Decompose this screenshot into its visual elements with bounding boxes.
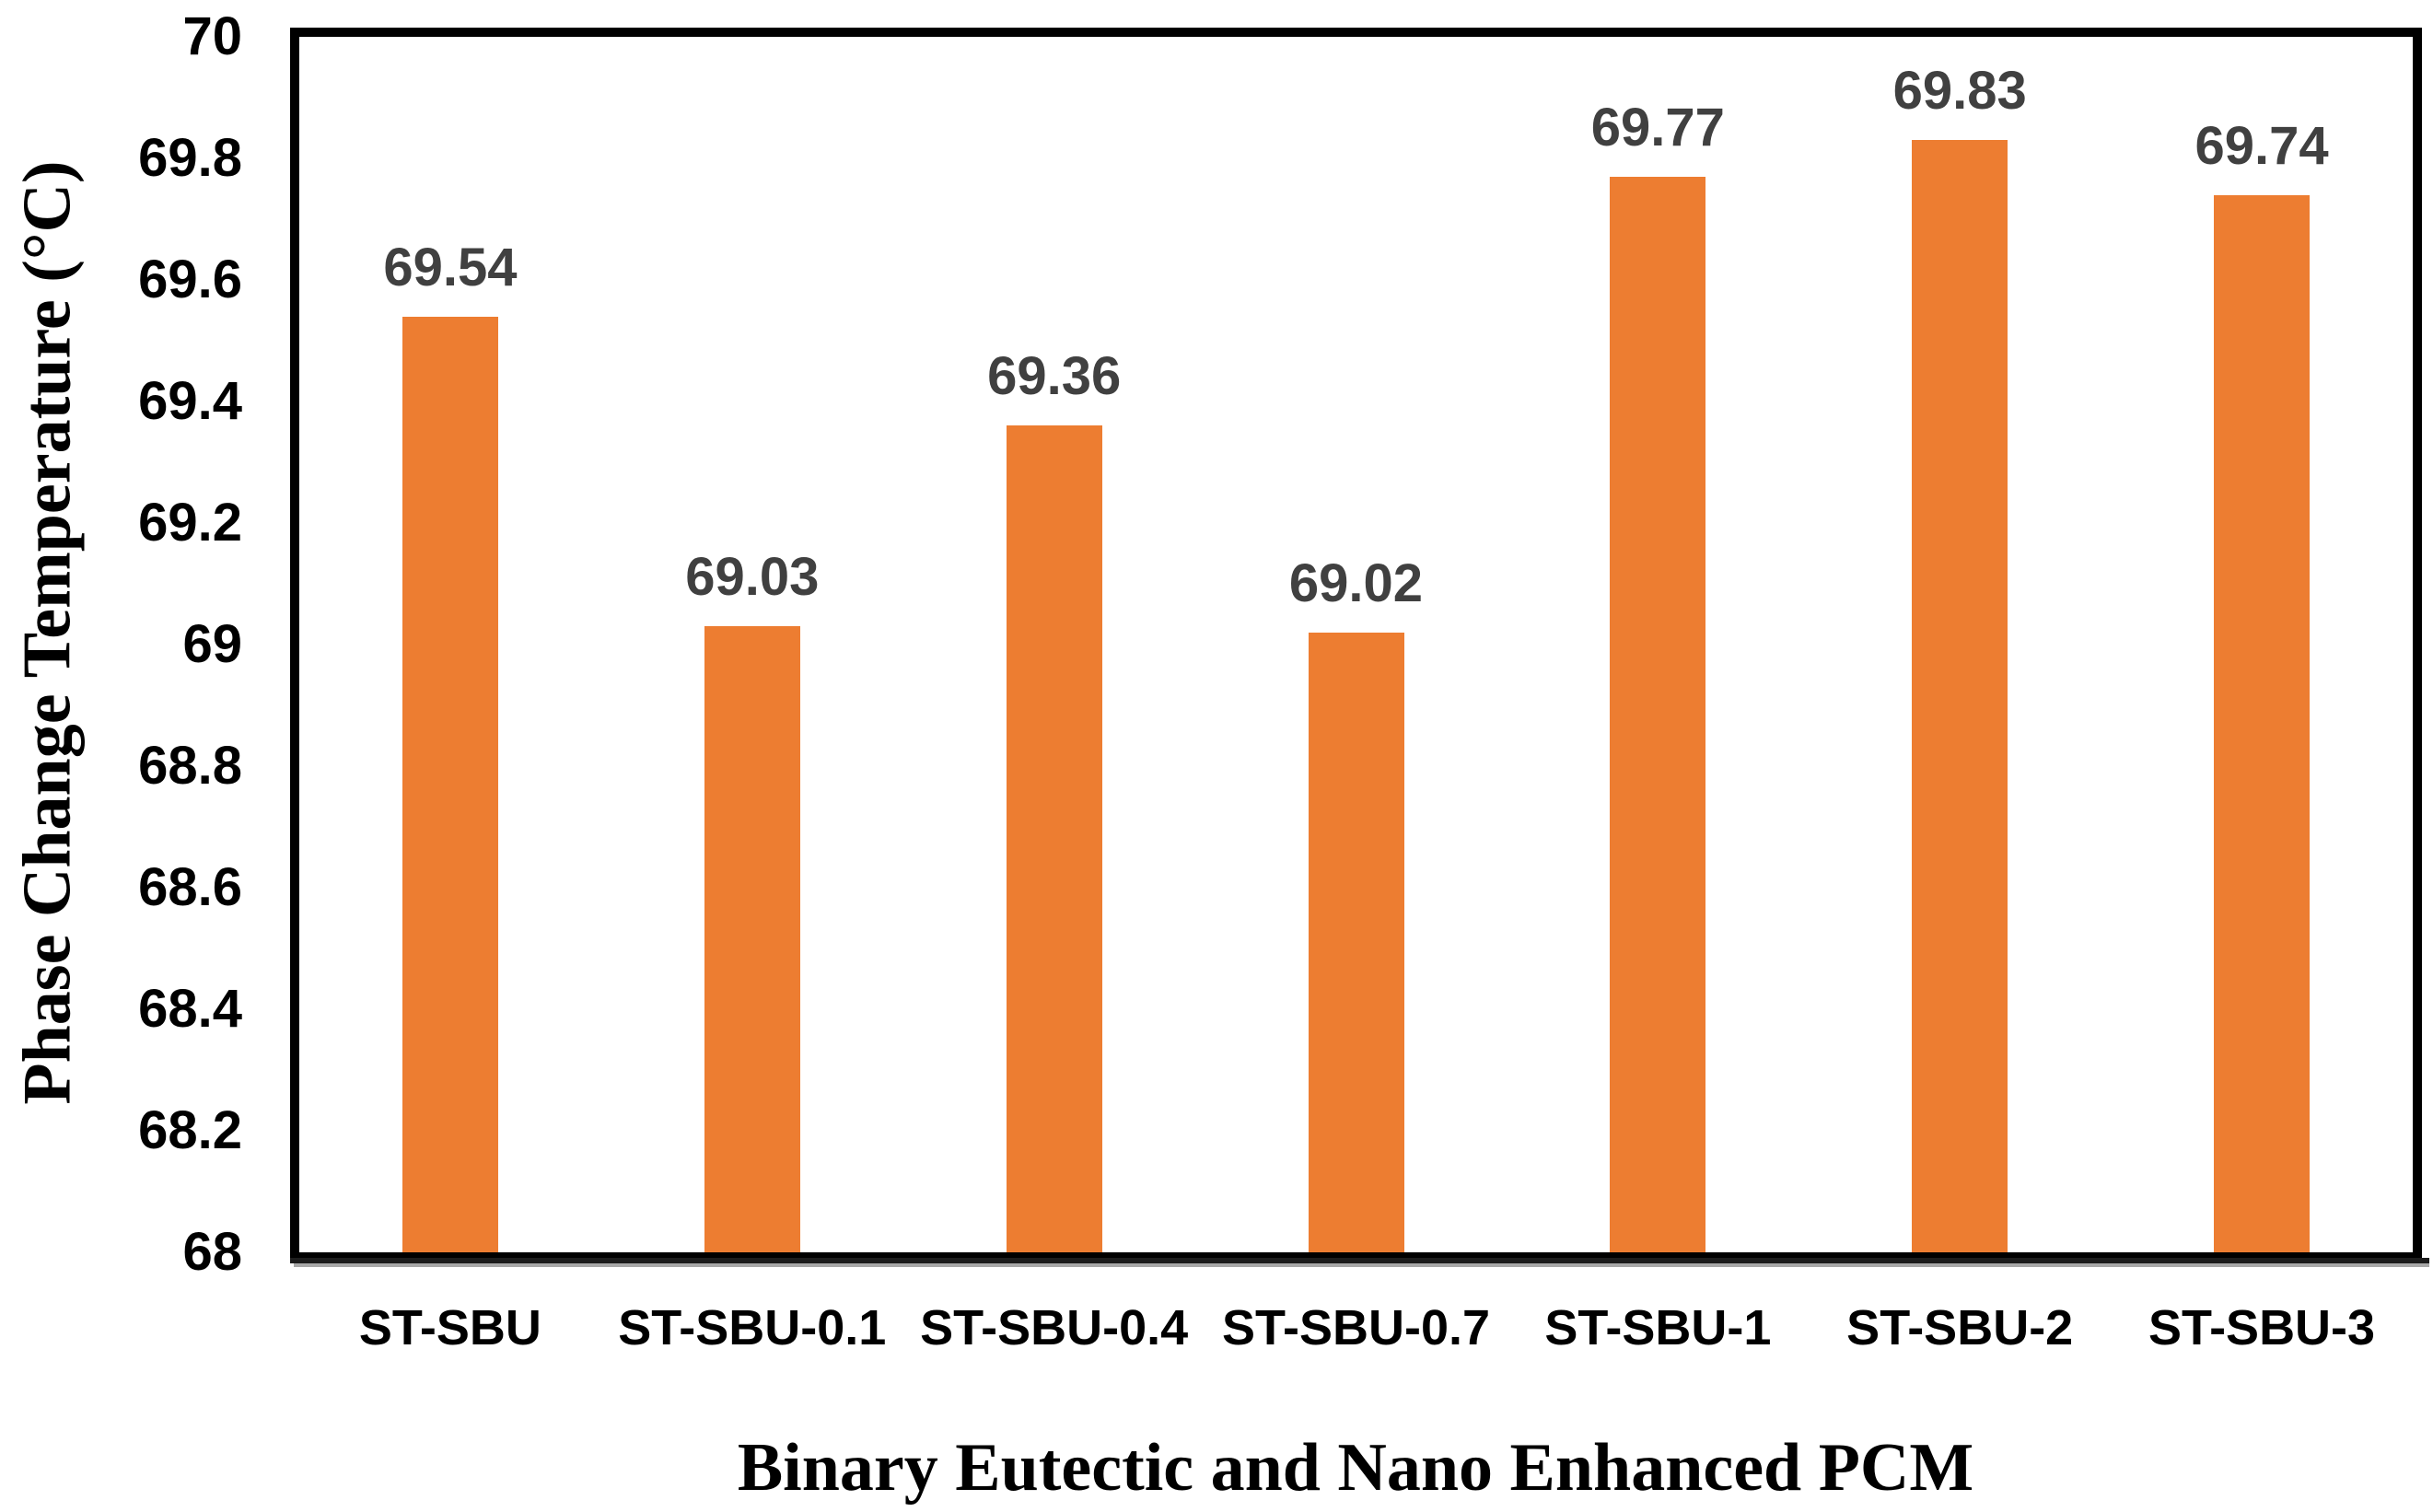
bar-ST-SBU-2 [1912,140,2008,1252]
bar-ST-SBU-3 [2214,194,2311,1252]
category-label-ST-SBU: ST-SBU [358,1300,541,1355]
value-label-ST-SBU-3: 69.74 [2194,115,2329,176]
category-label-ST-SBU-0.1: ST-SBU-0.1 [618,1300,887,1355]
y-tick-68.6: 68.6 [138,857,242,917]
y-tick-68.2: 68.2 [138,1100,242,1160]
x-axis-title: Binary Eutectic and Nano Enhanced PCM [737,1430,1974,1506]
y-tick-68.8: 68.8 [138,736,242,796]
value-label-ST-SBU-1: 69.77 [1590,97,1725,157]
value-label-ST-SBU-2: 69.83 [1892,61,2027,122]
y-tick-69.2: 69.2 [138,493,242,552]
y-tick-69: 69 [182,614,242,674]
category-label-ST-SBU-0.7: ST-SBU-0.7 [1221,1300,1491,1355]
category-label-ST-SBU-2: ST-SBU-2 [1846,1300,2074,1355]
category-label-ST-SBU-3: ST-SBU-3 [2148,1300,2376,1355]
category-label-ST-SBU-1: ST-SBU-1 [1544,1300,1772,1355]
bar-ST-SBU-0.1 [704,626,800,1252]
bar-ST-SBU [402,316,498,1252]
bar-ST-SBU-1 [1610,176,1706,1252]
x-axis-line [290,1258,2429,1263]
x-axis-line-shadow [294,1263,2429,1267]
bar-ST-SBU-0.7 [1308,632,1404,1252]
category-label-ST-SBU-0.4: ST-SBU-0.4 [920,1300,1189,1355]
y-tick-69.8: 69.8 [138,128,242,188]
y-tick-68.4: 68.4 [138,979,242,1039]
y-tick-68: 68 [182,1222,242,1282]
y-tick-70: 70 [182,6,242,66]
value-label-ST-SBU-0.7: 69.02 [1288,552,1424,613]
value-label-ST-SBU-0.4: 69.36 [987,346,1122,407]
value-label-ST-SBU-0.1: 69.03 [685,547,820,608]
y-tick-69.4: 69.4 [138,371,242,431]
value-label-ST-SBU: 69.54 [383,237,518,297]
bar-ST-SBU-0.4 [1006,425,1102,1252]
y-tick-69.6: 69.6 [138,250,242,309]
